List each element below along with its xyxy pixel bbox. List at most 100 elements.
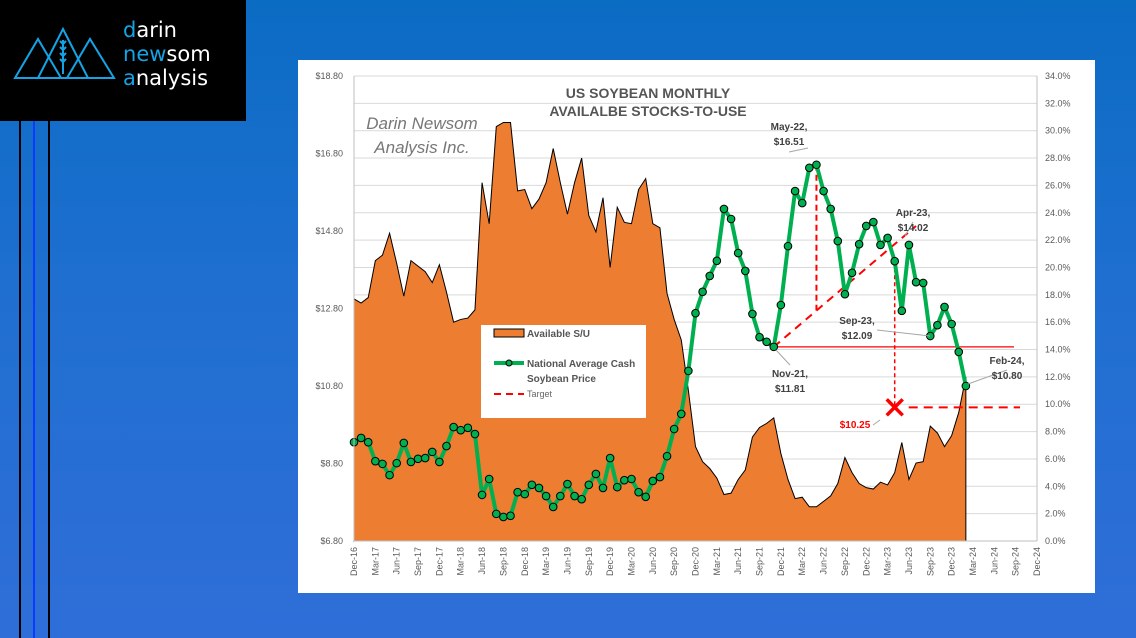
price-point (520, 489, 530, 499)
target-x-marker-icon (885, 398, 904, 417)
price-point (385, 470, 394, 480)
price-point (598, 483, 608, 493)
left-axis-tick-label: $6.80 (320, 536, 343, 546)
price-point (392, 458, 401, 468)
x-axis-tick-label: Jun-23 (904, 547, 914, 575)
price-point (797, 198, 807, 208)
right-axis-tick-label: 14.0% (1045, 345, 1071, 355)
price-point (612, 482, 622, 492)
annotation-label: Apr-23, (896, 208, 931, 219)
price-point (890, 256, 900, 266)
left-axis-tick-label: $18.80 (315, 71, 343, 81)
price-point (641, 492, 650, 502)
x-axis-tick-label: Dec-24 (1032, 547, 1042, 576)
price-point (691, 308, 700, 318)
company-logo: darin newsom analysis (0, 0, 246, 121)
price-point (819, 186, 828, 196)
x-axis-tick-label: Mar-20 (626, 547, 636, 576)
price-point (812, 160, 821, 170)
price-point (484, 474, 494, 484)
right-axis-tick-label: 20.0% (1045, 262, 1071, 272)
price-point (676, 409, 686, 419)
price-point (534, 483, 544, 493)
price-point (427, 447, 437, 457)
annotation-label: May-22, (771, 122, 808, 133)
legend-label-target: Target (527, 389, 553, 399)
legend-label-price-1: National Average Cash (527, 359, 635, 370)
price-point (854, 239, 864, 249)
price-point (954, 347, 964, 357)
legend-label-area: Available S/U (527, 329, 590, 340)
annotation-label: $16.51 (774, 137, 805, 148)
price-point (933, 320, 942, 330)
wheat-mountains-icon (13, 26, 116, 79)
x-axis-tick-label: Mar-21 (712, 547, 722, 576)
x-axis-tick-label: Jun-18 (477, 547, 487, 575)
price-point (940, 302, 949, 312)
price-point (634, 487, 643, 497)
price-point (662, 451, 672, 461)
right-axis-tick-label: 16.0% (1045, 317, 1071, 327)
price-point (413, 454, 423, 464)
price-point (406, 457, 416, 467)
left-axis-tick-label: $10.80 (315, 381, 343, 391)
right-axis-tick-label: 22.0% (1045, 235, 1071, 245)
price-point (435, 457, 444, 467)
price-point (577, 494, 586, 504)
price-point (541, 491, 551, 501)
left-axis-tick-label: $12.80 (315, 304, 343, 314)
annotation-leader-line (872, 419, 881, 426)
x-axis-tick-label: Sep-18 (498, 547, 508, 576)
price-point (790, 186, 800, 196)
price-point (378, 459, 387, 469)
right-axis-tick-label: 28.0% (1045, 153, 1071, 163)
annotation-leader-line (775, 349, 791, 366)
price-point (449, 422, 458, 432)
x-axis-tick-label: Mar-19 (541, 547, 551, 576)
price-point (918, 278, 928, 288)
price-point (762, 337, 771, 347)
x-axis-tick-label: Mar-23 (883, 547, 893, 576)
available-su-area (353, 122, 967, 542)
right-axis-tick-label: 24.0% (1045, 208, 1071, 218)
price-point (556, 491, 565, 501)
decor-line-black-2 (48, 121, 50, 638)
x-axis-tick-label: Dec-21 (776, 547, 786, 576)
left-axis-tick-label: $16.80 (315, 149, 343, 159)
right-axis-tick-label: 18.0% (1045, 290, 1071, 300)
x-axis-tick-label: Sep-17 (413, 547, 423, 576)
x-axis-tick-label: Mar-22 (797, 547, 807, 576)
x-axis-tick-label: Jun-22 (819, 547, 829, 575)
price-point (591, 469, 601, 479)
logo-wordmark: darin newsom analysis (123, 18, 211, 90)
left-axis-tick-label: $14.80 (315, 226, 343, 236)
price-point (548, 502, 558, 512)
price-point (826, 204, 835, 214)
price-point (463, 423, 473, 433)
price-point (584, 480, 594, 490)
price-point (861, 221, 871, 231)
annotation-label: $10.80 (992, 371, 1023, 382)
price-point (783, 241, 793, 251)
x-axis-tick-label: Dec-17 (434, 547, 444, 576)
price-point (371, 456, 380, 466)
price-point (527, 480, 537, 490)
x-axis-tick-label: Mar-17 (370, 547, 380, 576)
x-axis-tick-label: Mar-24 (968, 547, 978, 576)
x-axis-tick-label: Jun-21 (733, 547, 743, 575)
price-point (719, 204, 729, 214)
x-axis-tick-label: Dec-19 (605, 547, 615, 576)
left-axis-tick-label: $8.80 (320, 459, 343, 469)
x-axis-tick-label: Sep-19 (584, 547, 594, 576)
x-axis-tick-label: Sep-23 (925, 547, 935, 576)
legend: Available S/U National Average Cash Soyb… (481, 325, 646, 418)
price-point (947, 319, 956, 329)
right-axis-tick-label: 30.0% (1045, 126, 1071, 136)
price-point (961, 381, 971, 391)
right-axis-tick-label: 4.0% (1045, 481, 1066, 491)
right-axis-tick-label: 26.0% (1045, 180, 1071, 190)
chart-title-line-1: US SOYBEAN MONTHLY (566, 85, 731, 101)
x-axis-tick-label: Mar-18 (456, 547, 466, 576)
price-point (605, 453, 615, 463)
